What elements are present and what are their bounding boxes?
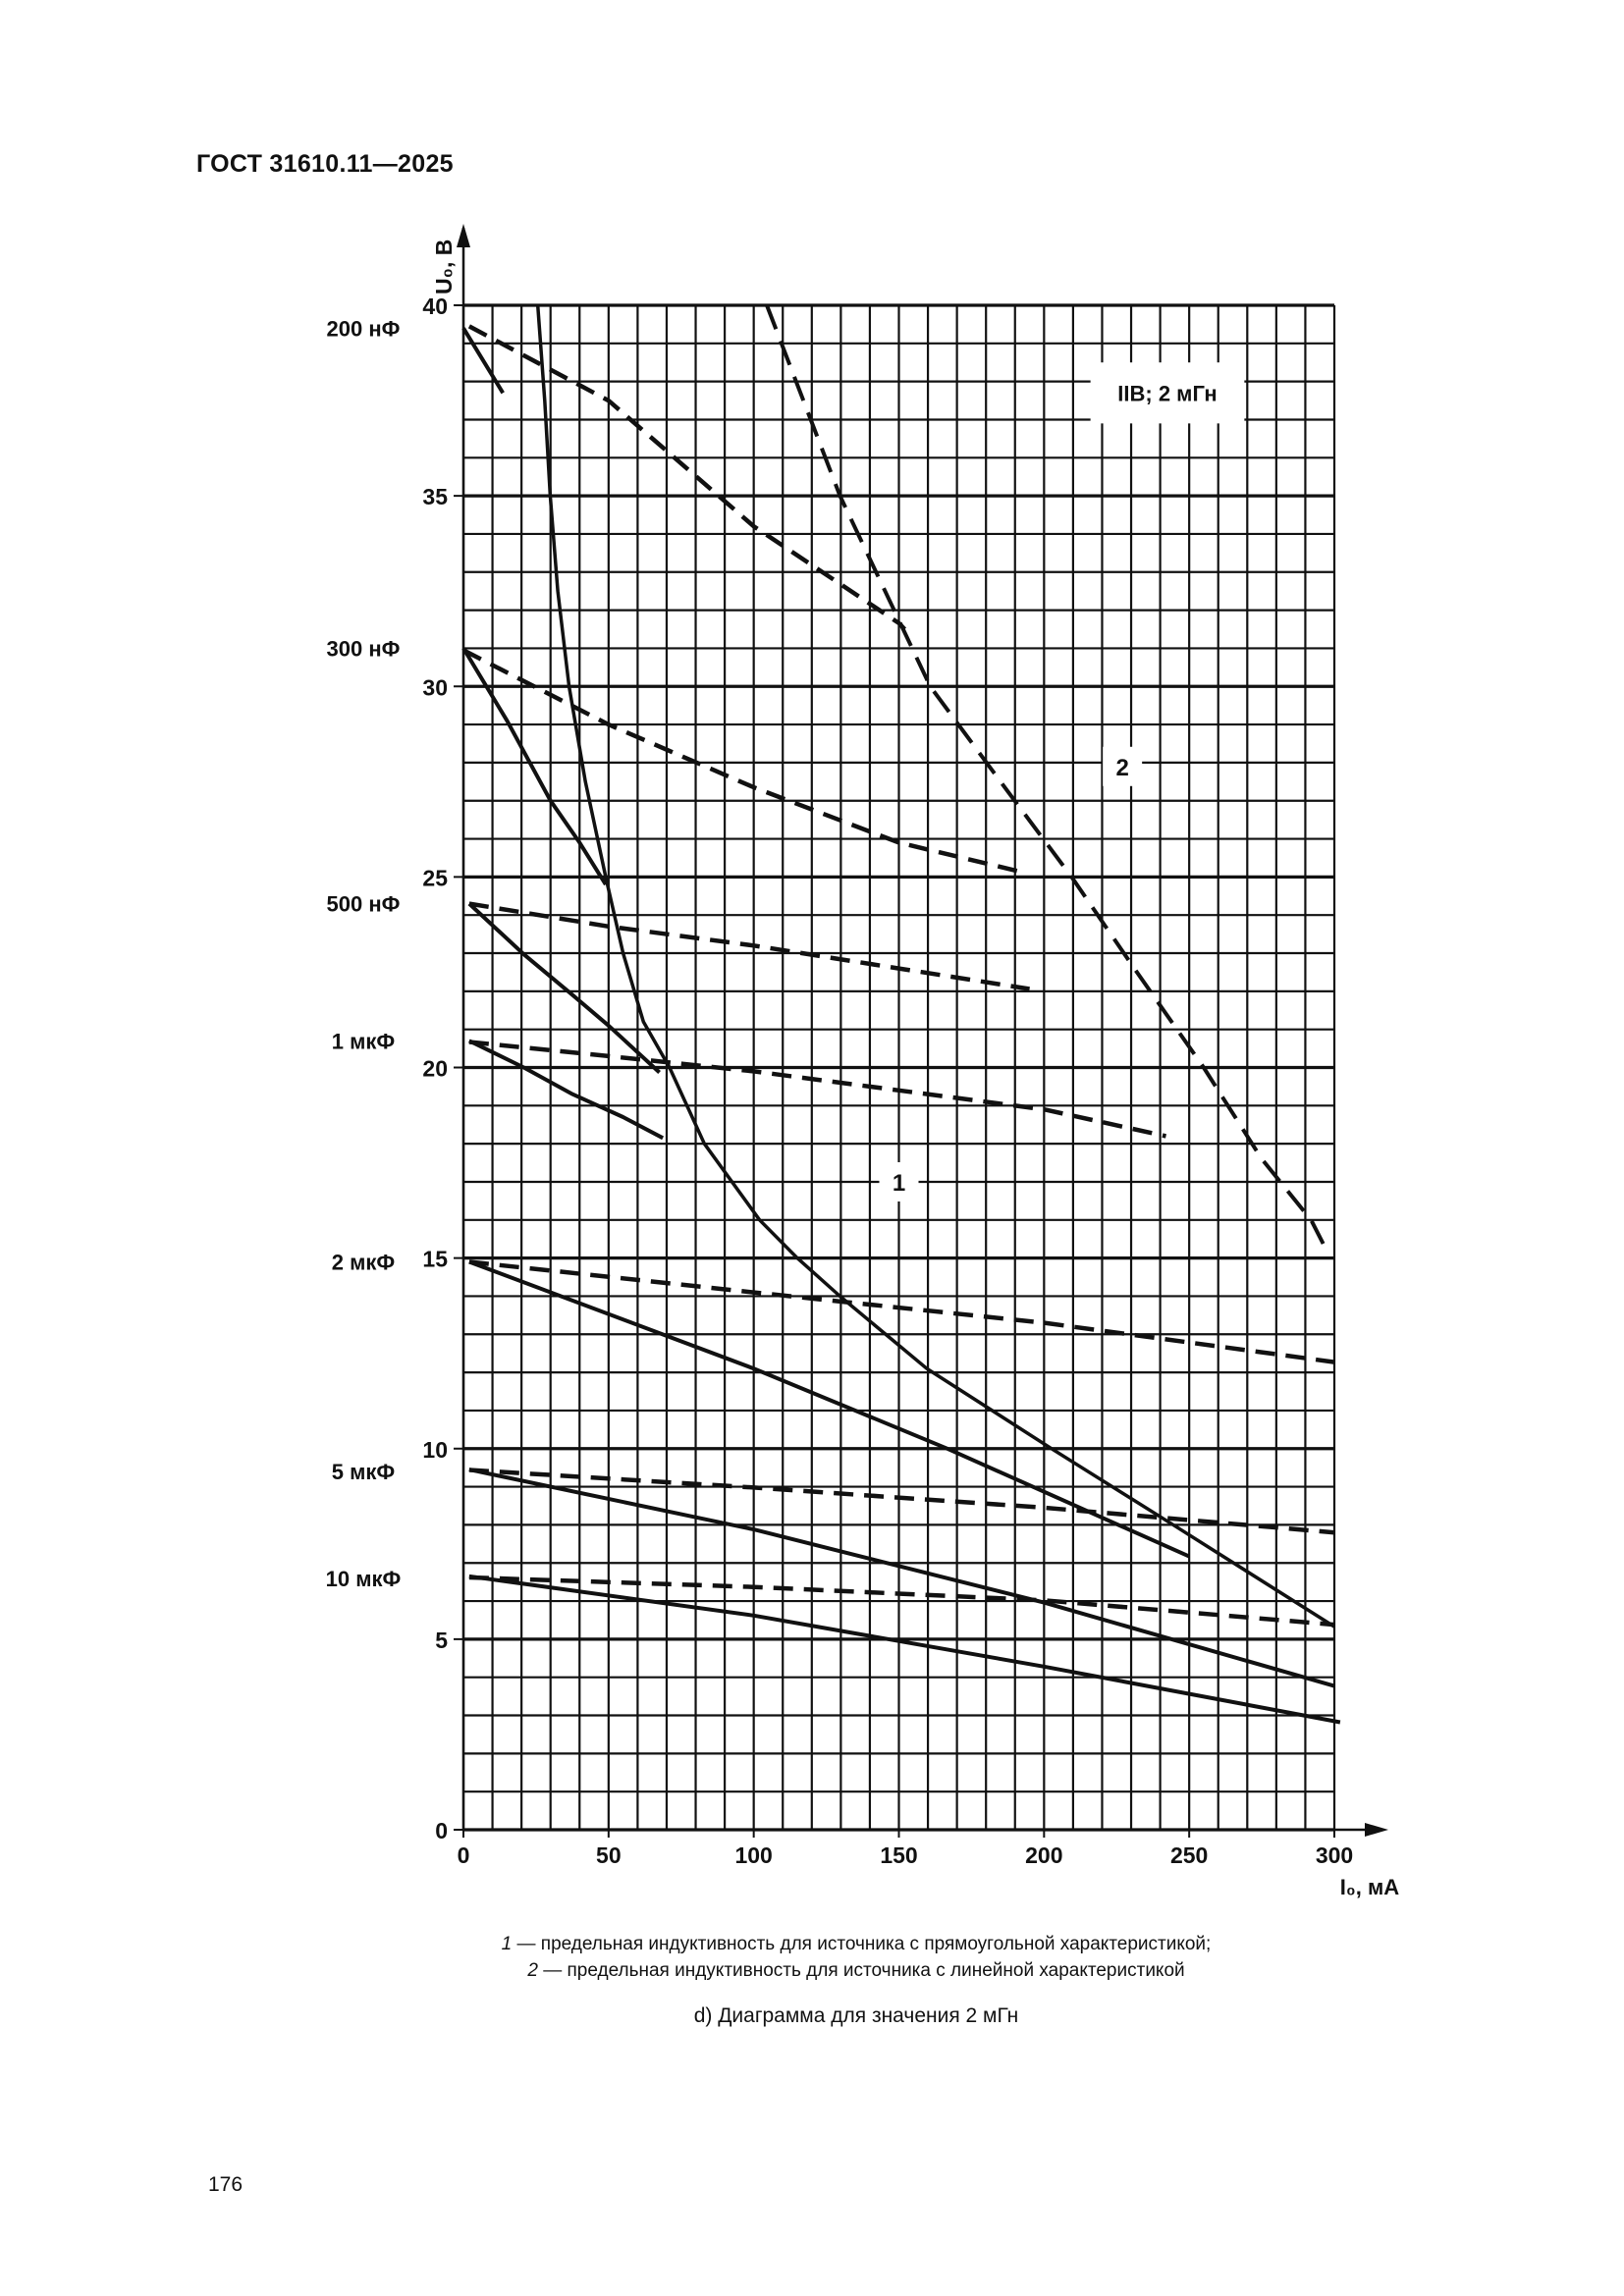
- x-tick-label: 150: [880, 1842, 917, 1868]
- capacitance-solid-line: [468, 1259, 1191, 1559]
- capacitance-label: 2 мкФ: [332, 1251, 396, 1275]
- capacitance-label: 1 мкФ: [332, 1029, 396, 1053]
- y-tick-label: 35: [422, 484, 448, 509]
- x-tick-label: 0: [458, 1842, 470, 1868]
- x-axis-label: I₀, мА: [1340, 1875, 1400, 1899]
- y-axis-label: U₀, В: [431, 240, 457, 294]
- y-tick-label: 0: [435, 1818, 448, 1843]
- capacitance-solid-line: [468, 1039, 665, 1141]
- legend-item-1: 1 — предельная индуктивность для источни…: [0, 1934, 1624, 1955]
- capacitance-label: 300 нФ: [327, 636, 401, 661]
- legend-key-2: 2: [527, 1960, 538, 1981]
- capacitance-label: 500 нФ: [327, 892, 401, 917]
- capacitance-dashed-line: [468, 901, 1030, 991]
- curve-label: 2: [1115, 755, 1128, 781]
- legend-key-1: 1: [501, 1934, 513, 1954]
- chart-labels: 200 нФ 300 нФ 500 нФ 1 мкФ 2 мкФ 5 мкФ 10 мкФ 1…: [326, 316, 1245, 1591]
- capacitance-dashed-line: [461, 648, 1028, 876]
- capacitance-dashed-line: [468, 1575, 1335, 1628]
- capacitance-label: 5 мкФ: [332, 1460, 396, 1484]
- legend-item-2: 2 — предельная индуктивность для источни…: [0, 1960, 1624, 1982]
- x-tick-label: 50: [596, 1842, 622, 1868]
- capacitance-dashed-line: [468, 1468, 1335, 1535]
- y-tick-label: 5: [435, 1628, 448, 1653]
- curve-2-linear-source: [765, 304, 1330, 1255]
- y-tick-label: 20: [422, 1056, 448, 1082]
- legend-text-2: — предельная индуктивность для источника…: [537, 1960, 1185, 1981]
- x-tick-label: 200: [1025, 1842, 1062, 1868]
- capacitance-solid-line: [461, 327, 505, 395]
- curve-label: 1: [893, 1170, 905, 1197]
- y-tick-label: 25: [422, 865, 448, 890]
- capacitance-dashed-line: [468, 1040, 1166, 1139]
- capacitance-solid-line: [468, 1574, 1341, 1725]
- y-tick-label: 30: [422, 674, 448, 700]
- curve-1-rectangular-source: [535, 304, 1335, 1629]
- x-axis-arrow-icon: [1365, 1823, 1388, 1837]
- document-header: ГОСТ 31610.11—2025: [196, 150, 454, 178]
- legend-text-1: — предельная индуктивность для источника…: [512, 1934, 1212, 1954]
- y-tick-label: 40: [422, 294, 448, 319]
- capacitance-solid-line: [468, 1468, 1335, 1688]
- chart-series: [461, 304, 1341, 1725]
- page-number: 176: [208, 2173, 244, 2196]
- annotation-box: [1090, 362, 1245, 424]
- y-tick-label: 10: [422, 1437, 448, 1463]
- capacitance-dashed-line: [468, 1259, 1335, 1364]
- x-tick-label: 250: [1170, 1842, 1208, 1868]
- capacitance-solid-line: [461, 647, 608, 886]
- y-tick-label: 15: [422, 1247, 448, 1272]
- capacitance-dashed-line: [467, 324, 907, 631]
- capacitance-label: 10 мкФ: [326, 1567, 402, 1591]
- y-axis-arrow-icon: [457, 224, 470, 247]
- capacitance-solid-line: [467, 902, 661, 1074]
- x-tick-label: 300: [1316, 1842, 1353, 1868]
- capacitance-label: 200 нФ: [327, 316, 401, 341]
- curve-label-background: [1103, 746, 1143, 786]
- figure-caption: d) Диаграмма для значения 2 мГн: [693, 2004, 1019, 2027]
- x-tick-label: 100: [734, 1842, 772, 1868]
- annotation-box-text: IIB; 2 мГн: [1117, 381, 1217, 405]
- curve-label-background: [879, 1161, 919, 1201]
